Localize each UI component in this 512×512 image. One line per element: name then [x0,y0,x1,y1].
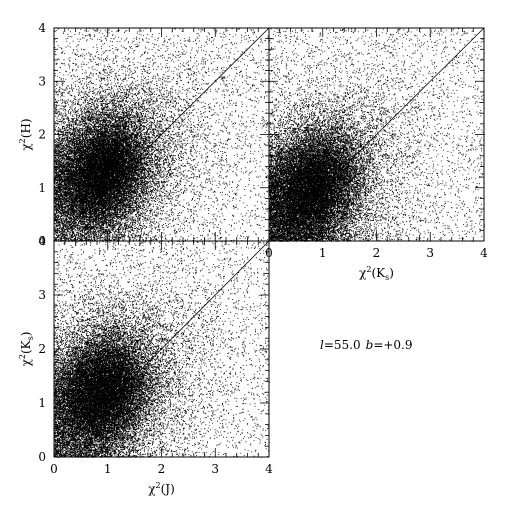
x-tick-label: 2 [158,462,166,476]
y-tick-label: 2 [38,128,46,142]
scatter-points [269,28,485,242]
y-axis-label: χ2(H) [18,118,33,150]
x-tick-label: 1 [104,462,112,476]
reference-line-one-to-one [268,27,485,242]
x-tick-label: 3 [426,246,434,260]
y-tick-label: 3 [38,288,46,302]
y-tick-label: 4 [38,21,46,35]
x-tick-label: 0 [50,462,58,476]
y-tick-label: 3 [38,74,46,88]
x-tick-label: 1 [319,246,327,260]
y-tick-label: 1 [38,396,46,410]
x-tick-label: 3 [211,462,219,476]
reference-line-one-to-one [53,240,270,458]
y-tick-label: 4 [38,234,46,248]
scatter-points [54,28,270,242]
x-tick-label: 2 [373,246,381,260]
x-tick-label: 4 [480,246,488,260]
y-tick-label: 2 [38,342,46,356]
y-tick-label: 1 [38,181,46,195]
x-tick-label: 4 [265,462,273,476]
y-tick-label: 0 [38,450,46,464]
reference-line-one-to-one [53,27,270,242]
scatter-points [54,241,270,458]
x-axis-label: χ2(Ks) [359,265,394,282]
x-axis-label: χ2(J) [148,481,175,496]
y-tick-label: 0 [38,234,46,248]
field-annotation: l=55.0 b=+0.9 [320,338,413,352]
y-axis-label: χ2(Ks) [18,332,35,367]
